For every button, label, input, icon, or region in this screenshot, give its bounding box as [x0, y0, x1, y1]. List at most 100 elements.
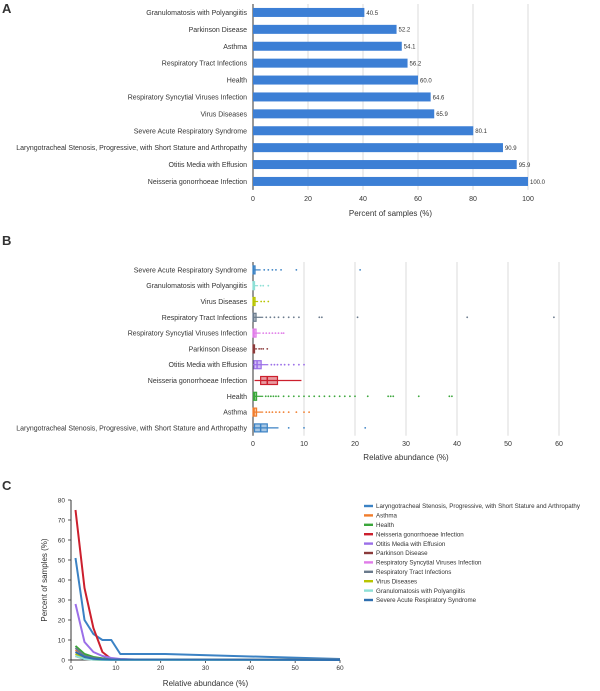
- outlier-point: [262, 348, 265, 350]
- bar: [253, 92, 431, 102]
- outlier-point: [349, 395, 351, 398]
- outlier-point: [271, 411, 274, 413]
- outlier-point: [287, 395, 290, 398]
- outlier-point: [264, 395, 267, 398]
- bar: [253, 58, 408, 68]
- outlier-point: [287, 316, 290, 319]
- legend-label: Parkinson Disease: [376, 550, 428, 557]
- outlier-point: [553, 316, 555, 319]
- outlier-point: [295, 411, 298, 413]
- legend-swatch: [364, 533, 373, 536]
- legend-swatch: [364, 580, 373, 583]
- x-tick-label: 60: [414, 196, 422, 203]
- legend-label: Laryngotracheal Stenosis, Progressive, w…: [376, 503, 581, 510]
- box-iqr: [260, 375, 279, 386]
- legend-label: Neisseria gonorrhoeae Infection: [376, 531, 464, 538]
- panel-a-bar-chart: 0 20 40 60 80 100 Granulomatosis with Polyangi…: [16, 4, 546, 218]
- bar-value-label: 40.5: [366, 11, 378, 17]
- outlier-point: [267, 269, 270, 271]
- outlier-point: [282, 395, 285, 398]
- outlier-point: [265, 316, 268, 319]
- bar-value-label: 95.9: [519, 163, 531, 169]
- bar-value-label: 65.9: [436, 112, 448, 118]
- outlier-point: [280, 363, 282, 366]
- category-label: Laryngotracheal Stenosis, Progressive, w…: [16, 145, 247, 152]
- panel-b-label: B: [2, 233, 11, 248]
- outlier-point: [262, 284, 265, 287]
- outlier-point: [272, 395, 275, 398]
- legend-swatch: [364, 589, 373, 592]
- outlier-point: [287, 411, 290, 413]
- y-tick-label: 50: [58, 558, 66, 565]
- outlier-point: [389, 395, 392, 398]
- outlier-point: [280, 332, 283, 334]
- legend-swatch: [364, 561, 373, 564]
- outlier-point: [343, 395, 346, 398]
- outlier-point: [292, 316, 295, 319]
- bar: [253, 24, 397, 34]
- category-label: Laryngotracheal Stenosis, Progressive, w…: [16, 425, 247, 432]
- outlier-point: [274, 332, 277, 334]
- bar-value-label: 100.0: [530, 180, 546, 186]
- outlier-point: [292, 363, 295, 366]
- legend-label: Respiratory Syncytial Viruses Infection: [376, 560, 482, 567]
- category-label: Asthma: [223, 410, 247, 417]
- legend-swatch: [364, 551, 373, 555]
- category-label: Parkinson Disease: [189, 27, 247, 34]
- x-tick-label: 0: [69, 665, 73, 672]
- x-tick-label: 40: [247, 665, 255, 672]
- category-label: Respiratory Syncytial Viruses Infection: [128, 94, 247, 101]
- outlier-point: [258, 348, 261, 350]
- panel-a-label: A: [2, 1, 12, 16]
- y-tick-label: 80: [58, 498, 66, 505]
- outlier-point: [392, 395, 395, 398]
- outlier-point: [268, 332, 271, 334]
- outlier-point: [260, 348, 263, 350]
- outlier-point: [282, 332, 285, 334]
- y-tick-label: 30: [58, 598, 66, 605]
- y-tick-label: 20: [58, 618, 66, 625]
- category-label: Parkinson Disease: [189, 346, 247, 353]
- outlier-point: [308, 411, 310, 413]
- outlier-point: [260, 300, 263, 303]
- outlier-point: [387, 395, 390, 398]
- legend-swatch: [364, 598, 373, 602]
- panel-c-line-chart: 0 10 20 30 40 50 60 70 80 0 10 20 30 40 50 60 Relative a…: [40, 498, 581, 689]
- x-tick-label: 30: [202, 665, 210, 672]
- outlier-point: [354, 395, 356, 398]
- outlier-point: [328, 395, 331, 398]
- outlier-point: [267, 284, 270, 287]
- outlier-point: [417, 395, 420, 398]
- bar: [253, 160, 517, 170]
- outlier-point: [320, 316, 323, 319]
- series-line: [75, 651, 341, 661]
- bar-value-label: 90.9: [505, 146, 517, 152]
- outlier-point: [273, 316, 276, 319]
- outlier-point: [303, 395, 305, 398]
- outlier-point: [271, 269, 274, 271]
- category-label: Health: [227, 394, 247, 401]
- panel-c-label: C: [2, 478, 12, 493]
- category-label: Respiratory Tract Infections: [162, 315, 248, 322]
- outlier-point: [298, 363, 300, 366]
- outlier-point: [266, 348, 269, 350]
- legend-label: Virus Diseases: [376, 578, 417, 585]
- bar-value-label: 60.0: [420, 78, 432, 84]
- y-tick-label: 40: [58, 578, 66, 585]
- outlier-point: [359, 269, 361, 271]
- outlier-point: [313, 395, 316, 398]
- legend-swatch: [364, 523, 373, 526]
- category-label: Severe Acute Respiratory Syndrome: [134, 267, 247, 274]
- x-tick-label: 40: [453, 441, 461, 448]
- outlier-point: [298, 395, 300, 398]
- legend-swatch: [364, 570, 373, 573]
- outlier-point: [287, 363, 290, 366]
- category-label: Otitis Media with Effusion: [169, 162, 248, 169]
- category-label: Health: [227, 78, 247, 85]
- x-tick-label: 30: [402, 441, 410, 448]
- x-tick-label: 20: [351, 441, 359, 448]
- outlier-point: [262, 332, 265, 334]
- x-tick-label: 20: [304, 196, 312, 203]
- outlier-point: [265, 411, 268, 413]
